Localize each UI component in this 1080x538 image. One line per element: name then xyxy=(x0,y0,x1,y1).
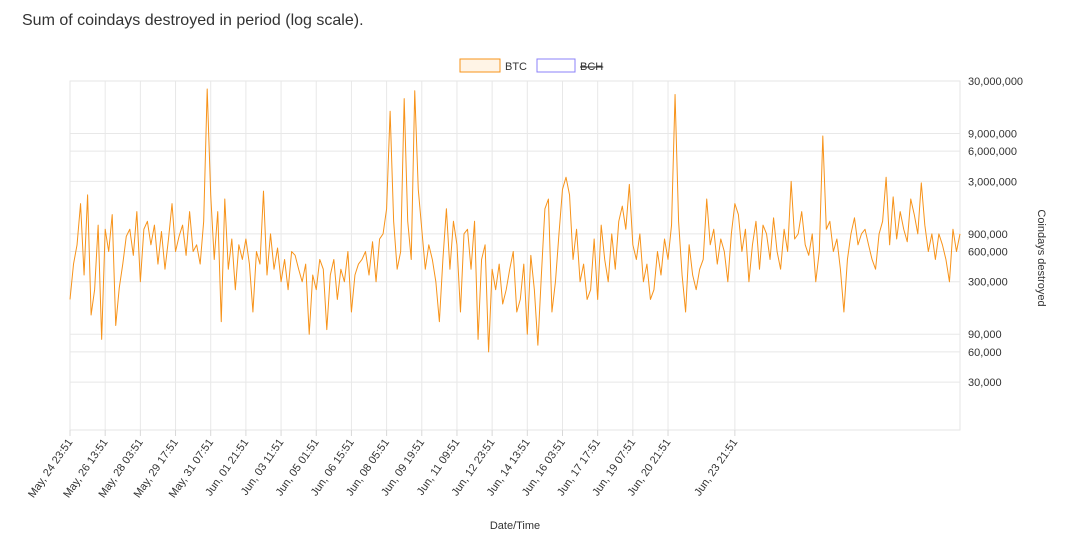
legend-swatch-bch[interactable] xyxy=(536,58,576,73)
series-group xyxy=(69,88,961,353)
y-tick-label: 9,000,000 xyxy=(968,128,1017,140)
y-tick-label: 300,000 xyxy=(968,277,1008,289)
y-tick-label: 900,000 xyxy=(968,229,1008,241)
legend-swatch-btc[interactable] xyxy=(459,58,501,73)
legend[interactable]: BTC BCH xyxy=(459,58,603,73)
grid-lines xyxy=(69,80,960,430)
y-axis-ticks: 30,000 60,000 90,000 300,000 600,000 900,000 3… xyxy=(968,76,1023,389)
y-tick-label: 30,000 xyxy=(968,377,1002,389)
series-line-btc xyxy=(69,88,961,353)
y-tick-label: 6,000,000 xyxy=(968,146,1017,158)
x-axis-label: Date/Time xyxy=(490,520,540,532)
legend-label-btc[interactable]: BTC xyxy=(505,61,527,73)
plot-area xyxy=(69,80,961,431)
y-tick-label: 3,000,000 xyxy=(968,176,1017,188)
y-tick-label: 90,000 xyxy=(968,329,1002,341)
chart-title: Sum of coindays destroyed in period (log… xyxy=(22,12,364,29)
y-tick-label: 60,000 xyxy=(968,347,1002,359)
y-tick-label: 600,000 xyxy=(968,247,1008,259)
y-tick-label: 30,000,000 xyxy=(968,76,1023,88)
x-tick-label: Jun, 23 21:51 xyxy=(692,437,740,498)
y-axis-label: Coindays destroyed xyxy=(1035,209,1047,306)
legend-label-bch[interactable]: BCH xyxy=(580,61,603,73)
